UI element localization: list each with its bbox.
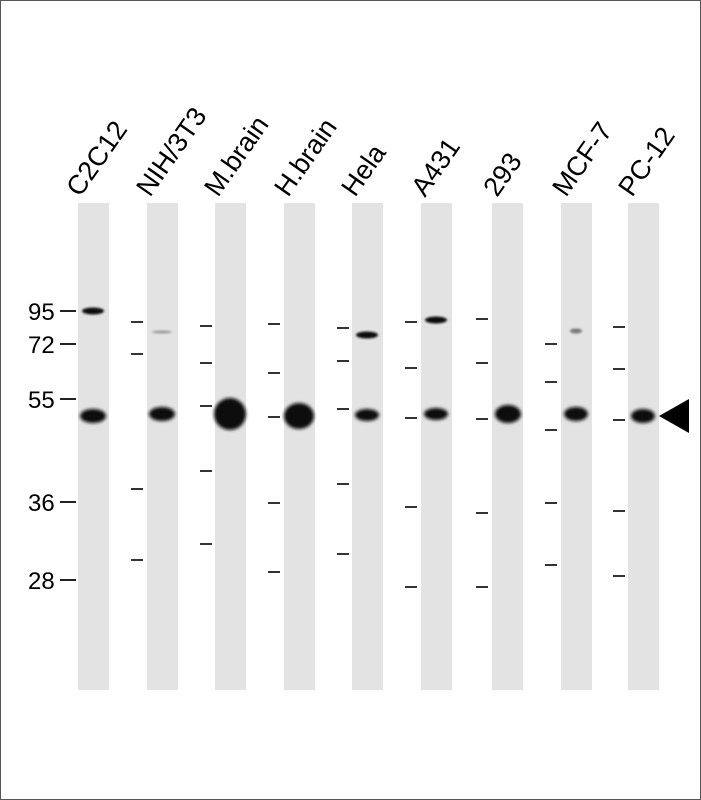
mw-label-55: 55 <box>28 387 55 414</box>
band-nih3t3-faint <box>152 330 172 334</box>
lane-strips <box>78 203 659 690</box>
lane-label-m-brain: M.brain <box>198 110 274 201</box>
mw-marker-labels: 95 72 55 36 28 <box>28 299 55 595</box>
lane-strip-mcf7 <box>561 203 592 690</box>
lane-strip-293 <box>492 203 523 690</box>
mw-label-72: 72 <box>28 332 55 359</box>
lane-label-pc12: PC-12 <box>612 122 680 202</box>
arrowhead-left-icon <box>659 399 689 433</box>
mw-label-36: 36 <box>28 490 55 517</box>
band-h-brain-main <box>284 403 314 429</box>
band-nih3t3-main <box>149 407 175 421</box>
band-m-brain-main <box>214 398 246 430</box>
lane-label-hela: Hela <box>335 138 392 202</box>
band-a431-upper <box>425 316 447 324</box>
lane-strip-h-brain <box>284 203 315 690</box>
lane-strip-hela <box>352 203 383 690</box>
lane-label-a431: A431 <box>405 133 466 202</box>
band-c2c12-main <box>80 409 106 423</box>
lane-label-mcf7: MCF-7 <box>546 117 618 202</box>
lane-strip-c2c12 <box>78 203 109 690</box>
band-hela-main <box>355 409 379 421</box>
lane-strip-pc12 <box>628 203 659 690</box>
lane-label-293: 293 <box>477 147 527 201</box>
lane-labels: C2C12 NIH/3T3 M.brain H.brain Hela A431 … <box>60 102 680 202</box>
band-pc12-main <box>631 409 655 423</box>
lane-label-h-brain: H.brain <box>268 113 343 202</box>
band-a431-main <box>424 408 448 420</box>
lane-strip-m-brain <box>215 203 246 690</box>
band-hela-upper <box>356 331 378 339</box>
lane-strip-nih3t3 <box>147 203 178 690</box>
protein-bands <box>80 307 655 430</box>
ladder-dashes <box>131 318 625 588</box>
lane-label-c2c12: C2C12 <box>60 115 133 201</box>
band-c2c12-upper <box>82 307 104 315</box>
band-mcf7-faint <box>570 328 582 334</box>
lane-strip-a431 <box>421 203 452 690</box>
mw-marker-ticks-left <box>60 310 76 581</box>
mw-label-28: 28 <box>28 568 55 595</box>
band-293-main <box>495 405 521 423</box>
band-mcf7-main <box>564 407 588 421</box>
mw-label-95: 95 <box>28 299 55 326</box>
